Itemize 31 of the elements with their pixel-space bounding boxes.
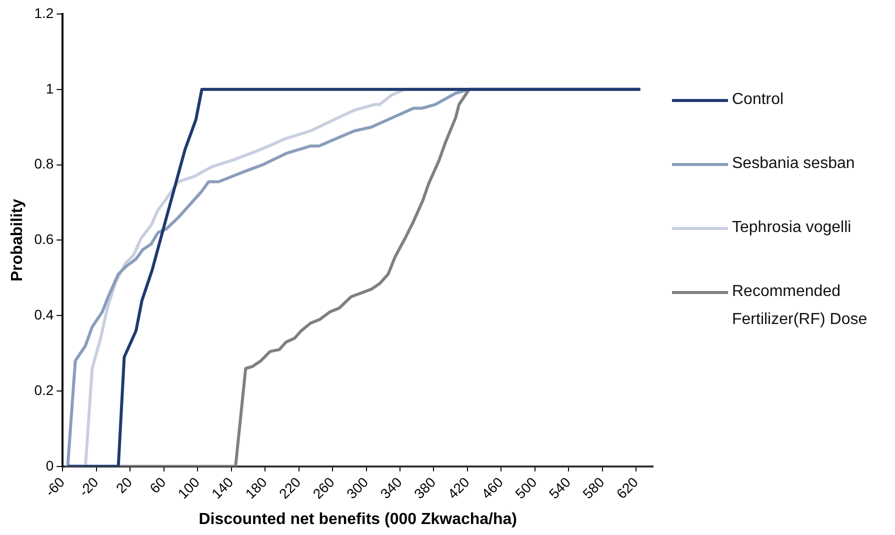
x-tick-label: 60 (146, 474, 169, 496)
x-tick-label: 300 (343, 474, 372, 502)
legend-label: Sesbania sesban (732, 154, 856, 174)
x-tick-label: 260 (310, 474, 338, 502)
y-tick-label: 1.2 (34, 4, 54, 21)
x-tick-label: 20 (112, 474, 136, 496)
x-tick-label: 140 (208, 474, 236, 502)
x-tick-label: 100 (174, 474, 203, 502)
y-tick-label: 0.6 (34, 231, 54, 248)
x-tick-label: 620 (613, 474, 642, 502)
x-tick-label: -20 (76, 474, 102, 500)
x-tick-label: -60 (42, 474, 68, 500)
y-tick-label: 1 (46, 80, 54, 96)
x-tick-label: 420 (444, 474, 472, 502)
y-tick-label: 0.2 (34, 382, 54, 398)
x-tick-label: 340 (377, 474, 405, 502)
y-tick-label: 0 (46, 457, 54, 474)
x-tick-label: 500 (512, 474, 540, 502)
x-tick-label: 460 (478, 474, 506, 502)
legend-label: Control (732, 90, 785, 110)
x-tick-label: 580 (579, 474, 608, 502)
x-tick-label: 380 (410, 474, 439, 502)
y-tick-label: 0.8 (34, 156, 54, 172)
legend-label: Tephrosia vogelli (732, 218, 852, 238)
y-tick-label: 0.4 (34, 306, 54, 322)
y-axis-title: Probability (9, 198, 26, 282)
x-axis-title: Discounted net benefits (000 Zkwacha/ha) (198, 510, 517, 528)
legend-label: Recommended Fertilizer(RF) Dose (732, 282, 868, 330)
x-tick-label: 220 (276, 474, 304, 502)
x-tick-label: 540 (546, 474, 574, 502)
x-tick-label: 180 (242, 474, 270, 502)
